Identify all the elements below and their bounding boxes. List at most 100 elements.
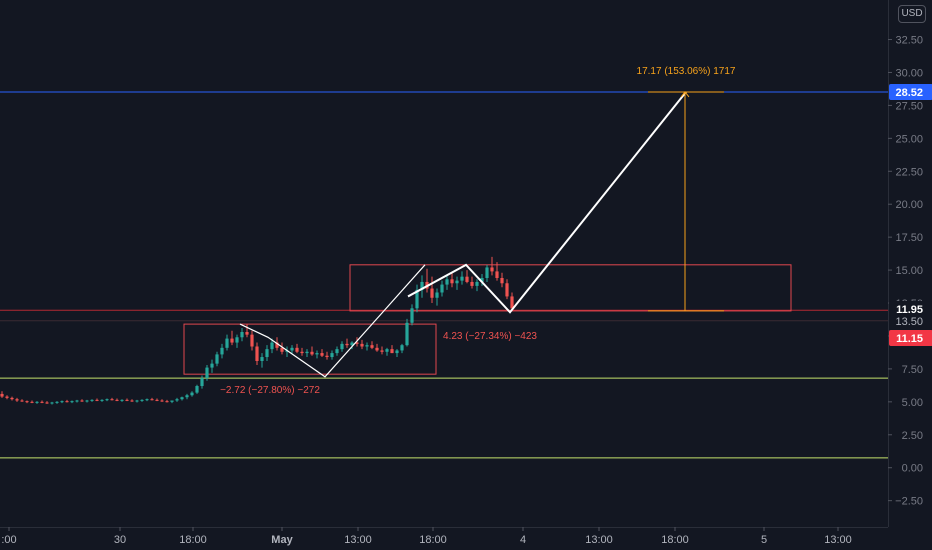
candle-body [460, 276, 464, 281]
candle-body [510, 296, 514, 309]
x-tick-label: 30 [114, 534, 126, 546]
candle-body [170, 400, 174, 402]
candle-body [430, 288, 434, 298]
candle-body [45, 402, 49, 404]
y-tick-label: 32.50 [895, 35, 923, 47]
candle-body [365, 345, 369, 347]
target-measure-label: 17.17 (153.06%) 1717 [637, 66, 736, 77]
candle-body [500, 277, 504, 284]
candle-body [420, 281, 424, 290]
price-tag-current: 11.95 [896, 304, 923, 316]
candle-body [370, 345, 374, 348]
candle-body [360, 343, 364, 347]
candle-body [145, 399, 149, 401]
candle-body [205, 367, 209, 379]
candle-body [255, 346, 259, 361]
candle-body [185, 395, 189, 398]
candle-body [230, 338, 234, 343]
candle-body [295, 347, 299, 352]
candle-body [495, 271, 499, 278]
candle-body [290, 347, 294, 351]
y-tick-label: −2.50 [895, 496, 923, 508]
candle-body [340, 343, 344, 350]
y-tick-label: 20.00 [895, 199, 923, 211]
x-tick-label: 18:00 [179, 534, 207, 546]
candle-body [160, 400, 164, 402]
candle-body [15, 399, 19, 401]
candle-body [355, 342, 359, 344]
candle-body [445, 279, 449, 285]
candle-body [435, 292, 439, 298]
candle-body [125, 399, 129, 401]
candle-body [465, 276, 469, 282]
candle-body [210, 363, 214, 368]
candle-body [135, 400, 139, 402]
candle-body [75, 400, 79, 402]
candle-body [235, 337, 239, 343]
candle-body [80, 400, 84, 402]
candle-body [485, 267, 489, 278]
x-tick-label: 13:00 [585, 534, 613, 546]
candle-body [225, 338, 229, 348]
candle-body [0, 393, 4, 397]
pattern-box [183, 323, 437, 375]
candle-body [345, 343, 349, 346]
candle-body [325, 355, 329, 358]
candle-body [440, 284, 444, 293]
x-tick-label: 5 [761, 534, 767, 546]
candle-body [315, 353, 319, 355]
x-tick-label: :00 [1, 534, 16, 546]
currency-selector[interactable]: USD [898, 5, 926, 23]
y-tick-label: 7.50 [902, 364, 923, 376]
candle-body [455, 280, 459, 284]
candle-body [245, 332, 249, 335]
candle-body [105, 399, 109, 401]
candle-body [385, 349, 389, 352]
x-tick-label: 18:00 [419, 534, 447, 546]
candle-body [260, 357, 264, 361]
candle-body [470, 281, 474, 286]
y-tick-label: 2.50 [902, 430, 923, 442]
candle-body [30, 401, 34, 403]
candle-body [110, 399, 114, 401]
candle-body [215, 354, 219, 364]
measure-label-2: 4.23 (−27.34%) −423 [443, 331, 537, 342]
y-tick-label: 0.00 [902, 463, 923, 475]
candle-body [190, 392, 194, 396]
candle-body [330, 353, 334, 358]
candle-body [40, 401, 44, 403]
candle-body [400, 345, 404, 351]
candle-body [70, 401, 74, 403]
candle-body [405, 322, 409, 346]
price-tag-upper-bg [889, 83, 932, 100]
candle-body [305, 351, 309, 354]
candle-body [350, 342, 354, 346]
candle-body [35, 401, 39, 403]
candle-body [335, 349, 339, 354]
candle-body [155, 399, 159, 401]
candle-body [115, 399, 119, 401]
candle-body [130, 400, 134, 402]
candle-body [475, 281, 479, 286]
x-tick-label: May [271, 534, 293, 546]
candle-body [180, 397, 184, 400]
candle-body [480, 277, 484, 282]
price-tag-last-bg [889, 330, 932, 346]
price-tag-upper: 28.52 [895, 87, 923, 99]
candle-body [275, 342, 279, 348]
zigzag-projection-1 [239, 264, 426, 378]
candle-body [25, 401, 29, 403]
candle-body [450, 279, 454, 284]
candle-body [310, 351, 314, 355]
y-tick-label: 27.50 [895, 100, 923, 112]
candle-body [140, 399, 144, 401]
y-tick-label: 17.50 [895, 232, 923, 244]
candle-body [490, 267, 494, 272]
candle-body [5, 396, 9, 398]
y-tick-label: 22.50 [895, 166, 923, 178]
zigzag-projection-2 [407, 91, 687, 314]
candle-body [415, 289, 419, 309]
candle-body [375, 347, 379, 351]
candle-body [300, 351, 304, 354]
